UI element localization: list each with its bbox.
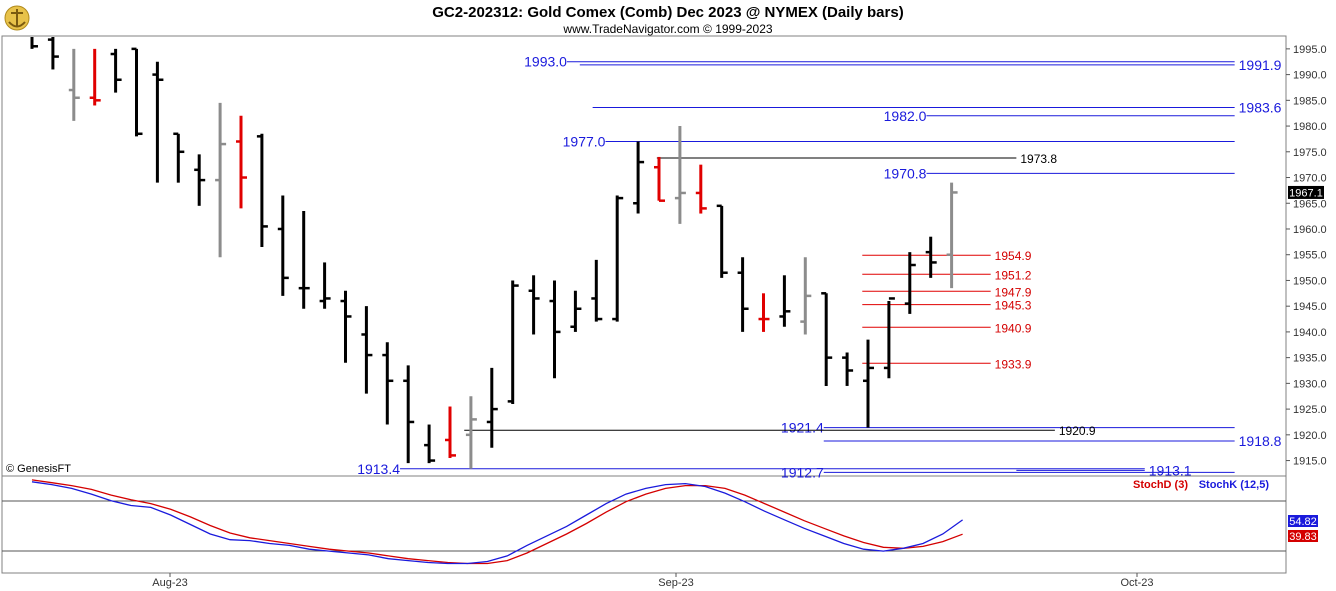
date-axis: Aug-23 Sep-23 Oct-23 (152, 573, 1154, 589)
level-label: 1920.9 (1059, 424, 1096, 438)
level-label: 1977.0 (563, 133, 606, 149)
chart-title: GC2-202312: Gold Comex (Comb) Dec 2023 @… (432, 4, 903, 21)
price-tick-label: 1920.0 (1293, 430, 1327, 442)
level-label: 1945.3 (995, 299, 1032, 313)
price-panel (1, 35, 1287, 477)
stochk-value: 54.82 (1289, 516, 1317, 528)
price-bars (30, 37, 958, 469)
stochastic-lines (31, 479, 963, 565)
level-label: 1991.9 (1239, 57, 1282, 73)
level-label: 1933.9 (995, 357, 1032, 371)
last-price-label: 1967.1 (1289, 187, 1323, 199)
level-label: 1940.9 (995, 321, 1032, 335)
stochd-value-marker: 39.83 (1288, 530, 1318, 543)
date-label-oct: Oct-23 (1120, 577, 1153, 589)
level-lines: 1993.0 1991.9 1983.6 1982.0 1977.0 1973.8 1970… (357, 54, 1281, 481)
price-axis: 1995.0 1990.0 1985.0 1980.0 1975.0 1970.0 1965… (1286, 44, 1327, 468)
stochd-value: 39.83 (1289, 531, 1317, 543)
price-tick-label: 1950.0 (1293, 275, 1327, 287)
level-label: 1983.6 (1239, 100, 1282, 116)
level-label: 1913.4 (357, 461, 400, 477)
stochk-value-marker: 54.82 (1288, 515, 1318, 528)
price-tick-label: 1990.0 (1293, 70, 1327, 82)
date-label-sep: Sep-23 (658, 577, 693, 589)
price-tick-label: 1995.0 (1293, 44, 1327, 56)
price-tick-label: 1980.0 (1293, 121, 1327, 133)
anchor-logo-icon (4, 5, 30, 31)
price-tick-label: 1930.0 (1293, 378, 1327, 390)
price-tick-label: 1985.0 (1293, 95, 1327, 107)
price-tick-label: 1970.0 (1293, 173, 1327, 185)
level-label: 1993.0 (524, 54, 567, 70)
level-label: 1947.9 (995, 285, 1032, 299)
stochd-legend: StochD (3) (1133, 479, 1188, 491)
price-tick-label: 1945.0 (1293, 301, 1327, 313)
level-label: 1921.4 (781, 420, 824, 436)
price-tick-label: 1915.0 (1293, 456, 1327, 468)
level-label: 1951.2 (995, 268, 1032, 282)
last-price-marker: 1967.1 (1288, 185, 1324, 199)
level-label: 1982.0 (884, 108, 927, 124)
price-tick-label: 1940.0 (1293, 327, 1327, 339)
level-label: 1918.8 (1239, 433, 1282, 449)
stochk-legend: StochK (12,5) (1199, 479, 1270, 491)
stochk-line (31, 481, 963, 565)
stochastic-panel (1, 475, 1287, 574)
level-label: 1913.1 (1149, 462, 1192, 478)
price-tick-label: 1975.0 (1293, 147, 1327, 159)
level-label: 1954.9 (995, 249, 1032, 263)
copyright-label: © GenesisFT (6, 463, 71, 475)
price-tick-label: 1925.0 (1293, 404, 1327, 416)
level-label: 1912.7 (781, 464, 824, 480)
level-label: 1970.8 (884, 165, 927, 181)
price-tick-label: 1965.0 (1293, 198, 1327, 210)
date-label-aug: Aug-23 (152, 577, 187, 589)
stochd-line (31, 479, 963, 565)
level-label: 1973.8 (1020, 152, 1057, 166)
chart-subtitle: www.TradeNavigator.com © 1999-2023 (562, 22, 772, 36)
price-tick-label: 1955.0 (1293, 250, 1327, 262)
price-tick-label: 1935.0 (1293, 353, 1327, 365)
price-tick-label: 1960.0 (1293, 224, 1327, 236)
